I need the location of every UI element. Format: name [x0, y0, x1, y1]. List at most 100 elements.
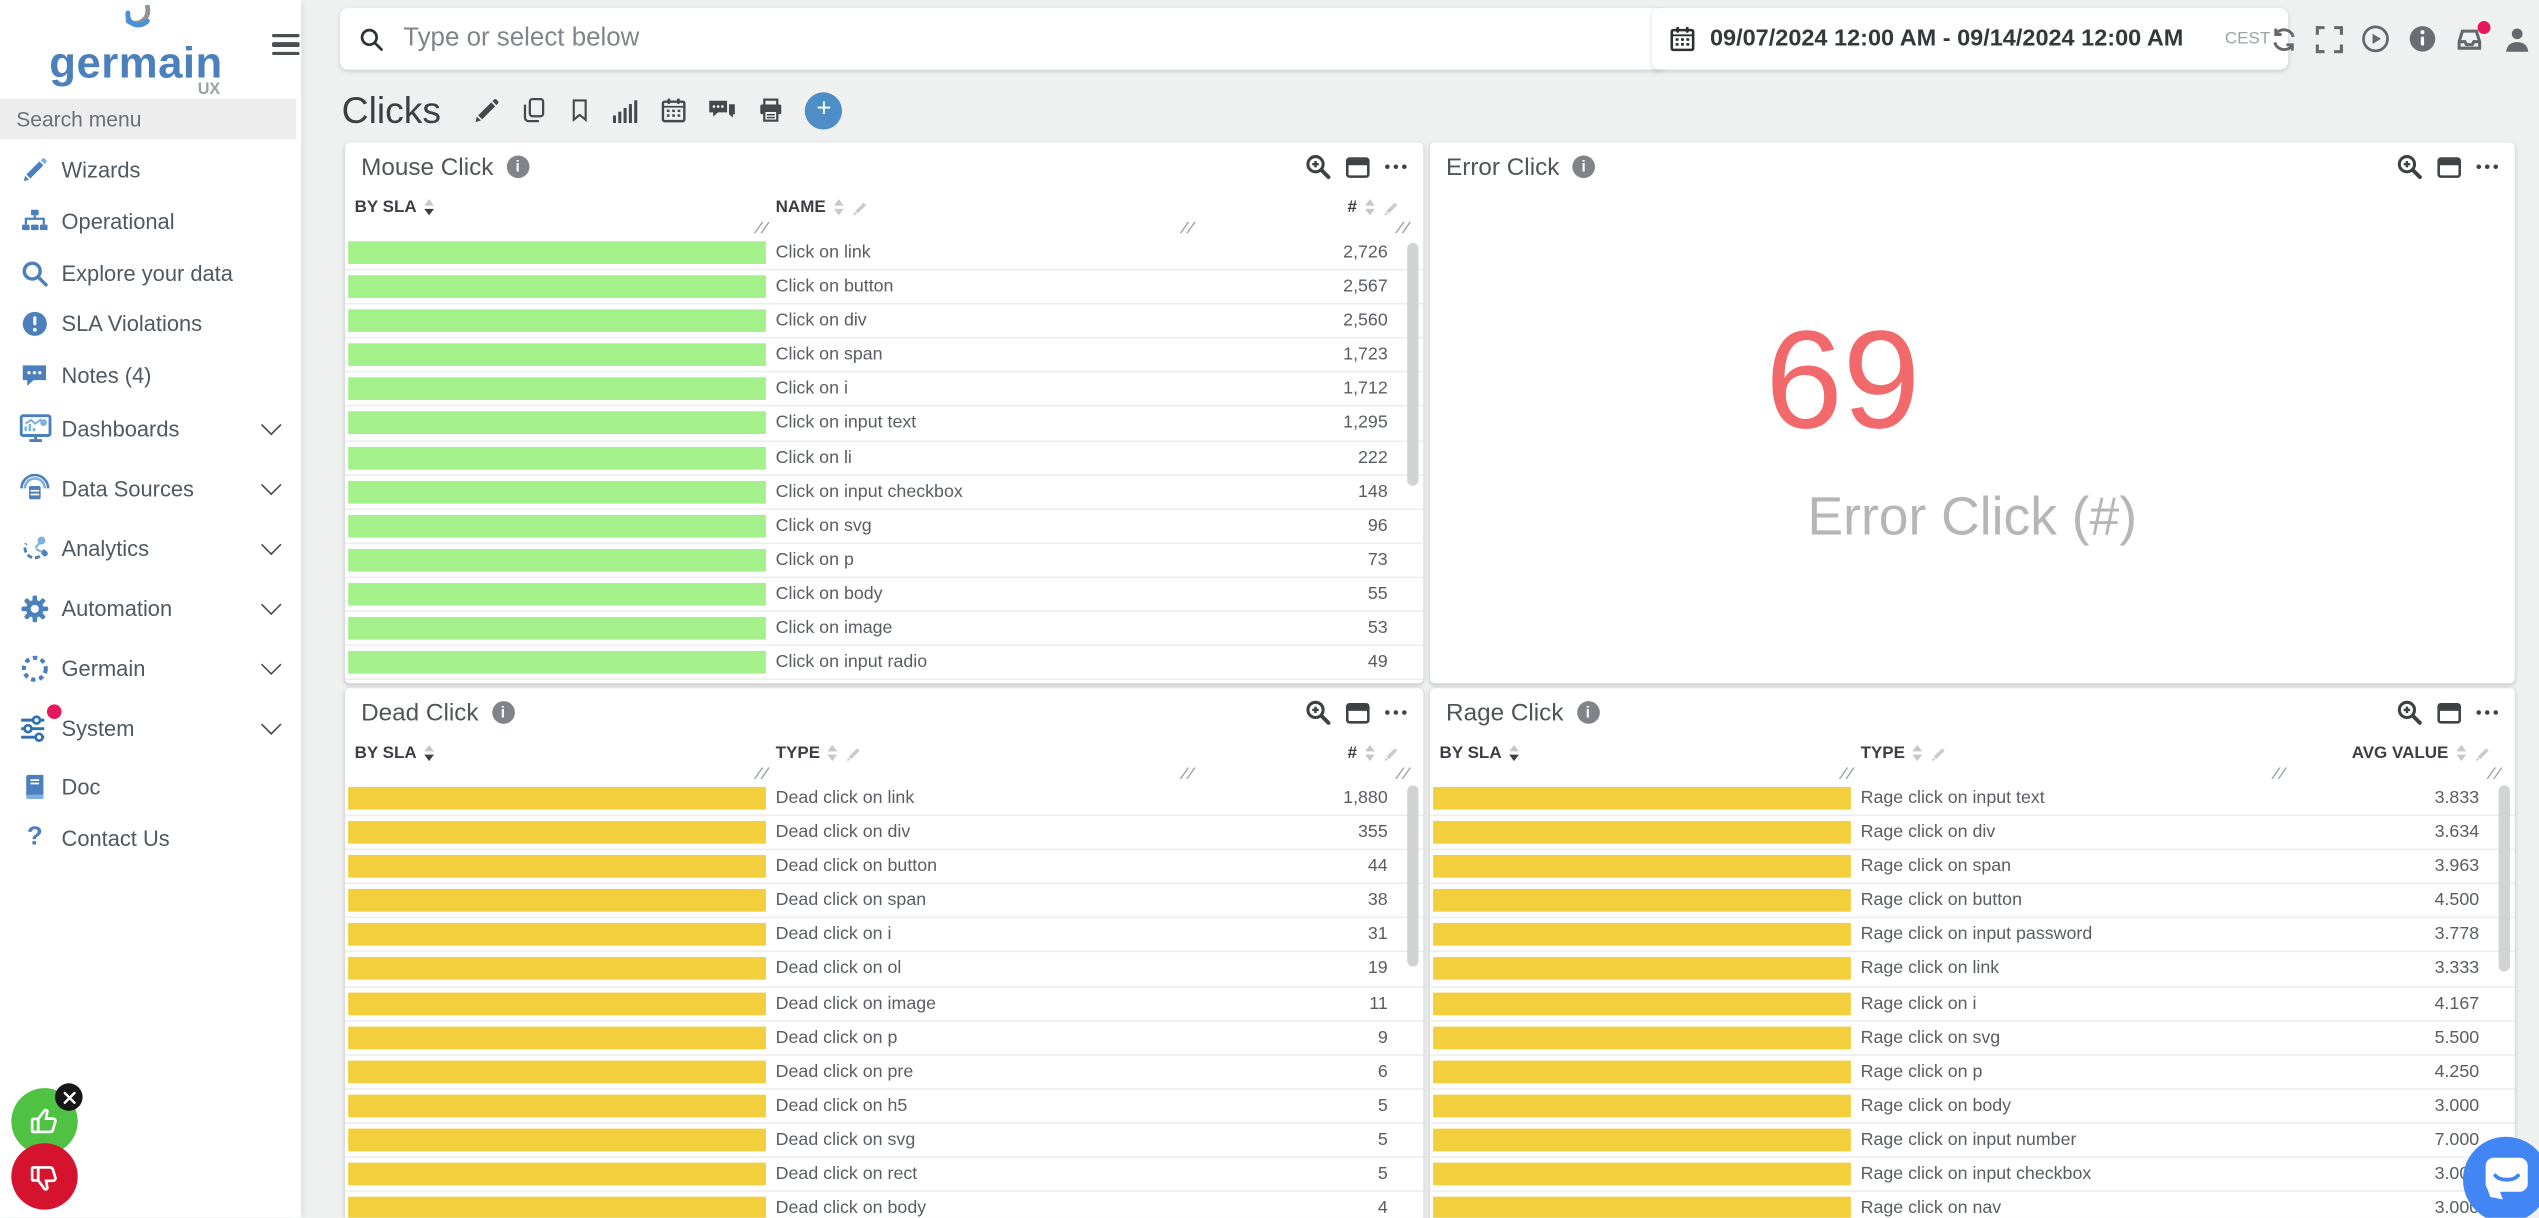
edit-column-icon[interactable] — [846, 744, 864, 762]
table-row[interactable]: Click on input radio 49 — [344, 646, 1424, 681]
edit-column-icon[interactable] — [852, 198, 870, 216]
table-row[interactable]: Rage click on input number 7.000 — [1429, 1124, 2515, 1158]
table-row[interactable]: Click on svg 96 — [344, 510, 1424, 544]
sidebar-item-analytics[interactable]: Analytics — [0, 521, 301, 574]
global-search-input[interactable] — [399, 22, 1646, 56]
column-by-sla[interactable]: BY SLA — [355, 743, 435, 763]
table-row[interactable]: Dead click on i 31 — [344, 919, 1424, 953]
play-button[interactable] — [2361, 24, 2390, 53]
table-row[interactable]: Rage click on body 3.000 — [1429, 1090, 2515, 1124]
sidebar-item-system[interactable]: System — [0, 701, 301, 754]
table-row[interactable]: Click on p 73 — [344, 544, 1424, 578]
column-type[interactable]: TYPE — [776, 743, 864, 763]
table-row[interactable]: Rage click on input password 3.778 — [1429, 919, 2515, 953]
sidebar-item-doc[interactable]: Doc — [0, 759, 301, 812]
column-by-sla[interactable]: BY SLA — [355, 198, 435, 217]
scrollbar-thumb[interactable] — [1407, 785, 1419, 967]
info-icon[interactable] — [506, 155, 530, 179]
sidebar-search-input[interactable] — [0, 98, 297, 140]
info-icon[interactable] — [491, 701, 515, 724]
zoom-widget-button[interactable] — [1305, 154, 1331, 180]
table-row[interactable]: Dead click on h5 5 — [344, 1090, 1424, 1124]
sidebar-item-notes[interactable]: Notes (4) — [0, 348, 301, 401]
table-row[interactable]: Dead click on image 11 — [344, 987, 1424, 1022]
sidebar-item-dashboards[interactable]: Dashboards — [0, 402, 301, 455]
edit-column-icon[interactable] — [1383, 198, 1401, 216]
more-options-button[interactable] — [1385, 709, 1408, 715]
column-count[interactable]: # — [1348, 198, 1401, 217]
table-row[interactable]: Dead click on svg 5 — [344, 1124, 1424, 1158]
column-resize-handle[interactable] — [1179, 221, 1197, 235]
table-row[interactable]: Click on span 1,723 — [344, 339, 1424, 374]
sidebar-item-germain[interactable]: Germain — [0, 641, 301, 694]
table-row[interactable]: Click on button 2,567 — [344, 271, 1424, 305]
window-view-button[interactable] — [1345, 702, 1370, 723]
zoom-widget-button[interactable] — [1305, 700, 1331, 726]
refresh-button[interactable] — [2270, 25, 2298, 53]
column-count[interactable]: # — [1348, 743, 1401, 763]
table-row[interactable]: Click on body 55 — [344, 578, 1424, 613]
comments-button[interactable] — [708, 97, 737, 123]
table-row[interactable]: Dead click on p 9 — [344, 1021, 1424, 1056]
notifications-button[interactable] — [2455, 20, 2491, 53]
germain-logo[interactable]: germain UX — [42, 4, 230, 99]
hamburger-menu-icon[interactable] — [272, 34, 300, 60]
column-resize-handle[interactable] — [1179, 767, 1197, 781]
column-by-sla[interactable]: BY SLA — [1440, 743, 1520, 763]
table-row[interactable]: Rage click on link 3.333 — [1429, 953, 2515, 988]
table-row[interactable]: Rage click on p 4.250 — [1429, 1055, 2515, 1090]
column-type[interactable]: TYPE — [1861, 743, 1949, 763]
column-resize-handle[interactable] — [753, 221, 771, 235]
column-resize-handle[interactable] — [1394, 767, 1412, 781]
info-icon[interactable] — [1576, 701, 1600, 724]
edit-column-icon[interactable] — [1931, 744, 1949, 762]
close-feedback-button[interactable] — [55, 1083, 83, 1111]
print-button[interactable] — [758, 97, 784, 123]
more-options-button[interactable] — [2476, 709, 2499, 715]
info-icon[interactable] — [1572, 155, 1596, 179]
table-row[interactable]: Dead click on link 1,880 — [344, 782, 1424, 817]
sidebar-item-explore-your-data[interactable]: Explore your data — [0, 246, 301, 299]
column-resize-handle[interactable] — [2270, 767, 2288, 781]
window-view-button[interactable] — [2437, 156, 2461, 178]
table-row[interactable]: Dead click on div 355 — [344, 816, 1424, 851]
column-resize-handle[interactable] — [2486, 767, 2504, 781]
chart-view-button[interactable] — [613, 98, 641, 123]
table-row[interactable]: Dead click on rect 5 — [344, 1158, 1424, 1193]
sidebar-item-sla-violations[interactable]: SLA Violations — [0, 296, 301, 349]
user-menu-button[interactable] — [2503, 25, 2531, 53]
table-row[interactable]: Rage click on nav 3.000 — [1430, 1192, 2515, 1218]
table-row[interactable]: Dead click on span 38 — [344, 885, 1424, 919]
window-view-button[interactable] — [1345, 156, 1370, 178]
scrollbar-thumb[interactable] — [2498, 785, 2510, 972]
sidebar-item-contact-us[interactable]: ? Contact Us — [0, 811, 301, 864]
info-button[interactable] — [2408, 24, 2437, 53]
table-row[interactable]: Rage click on span 3.963 — [1429, 850, 2515, 885]
table-row[interactable]: Rage click on input checkbox 3.000 — [1429, 1158, 2515, 1193]
table-row[interactable]: Click on image 53 — [344, 612, 1424, 647]
column-resize-handle[interactable] — [1838, 767, 1856, 781]
zoom-widget-button[interactable] — [2397, 154, 2423, 180]
sidebar-item-operational[interactable]: Operational — [0, 194, 301, 247]
more-options-button[interactable] — [2476, 164, 2499, 170]
edit-column-icon[interactable] — [2474, 744, 2492, 762]
table-row[interactable]: Click on div 2,560 — [344, 305, 1424, 339]
window-view-button[interactable] — [2437, 702, 2461, 723]
sidebar-item-wizards[interactable]: Wizards — [0, 142, 301, 195]
column-resize-handle[interactable] — [753, 767, 771, 781]
table-row[interactable]: Rage click on i 4.167 — [1429, 987, 2515, 1022]
table-row[interactable]: Dead click on ol 19 — [344, 953, 1424, 988]
table-row[interactable]: Rage click on div 3.634 — [1429, 816, 2515, 851]
table-row[interactable]: Click on input checkbox 148 — [344, 476, 1424, 510]
bookmark-dashboard-button[interactable] — [569, 97, 592, 123]
zoom-widget-button[interactable] — [2397, 700, 2423, 726]
sidebar-item-data-sources[interactable]: Data Sources — [0, 462, 301, 515]
table-row[interactable]: Click on link 2,726 — [344, 236, 1424, 271]
column-avg-value[interactable]: AVG VALUE — [2352, 743, 2492, 763]
add-widget-button[interactable] — [805, 91, 843, 129]
table-row[interactable]: Dead click on body 4 — [345, 1192, 1423, 1218]
fullscreen-button[interactable] — [2315, 25, 2344, 53]
scrollbar-thumb[interactable] — [1407, 242, 1419, 486]
table-row[interactable]: Click on input number 48 — [345, 680, 1423, 683]
more-options-button[interactable] — [1385, 164, 1408, 170]
